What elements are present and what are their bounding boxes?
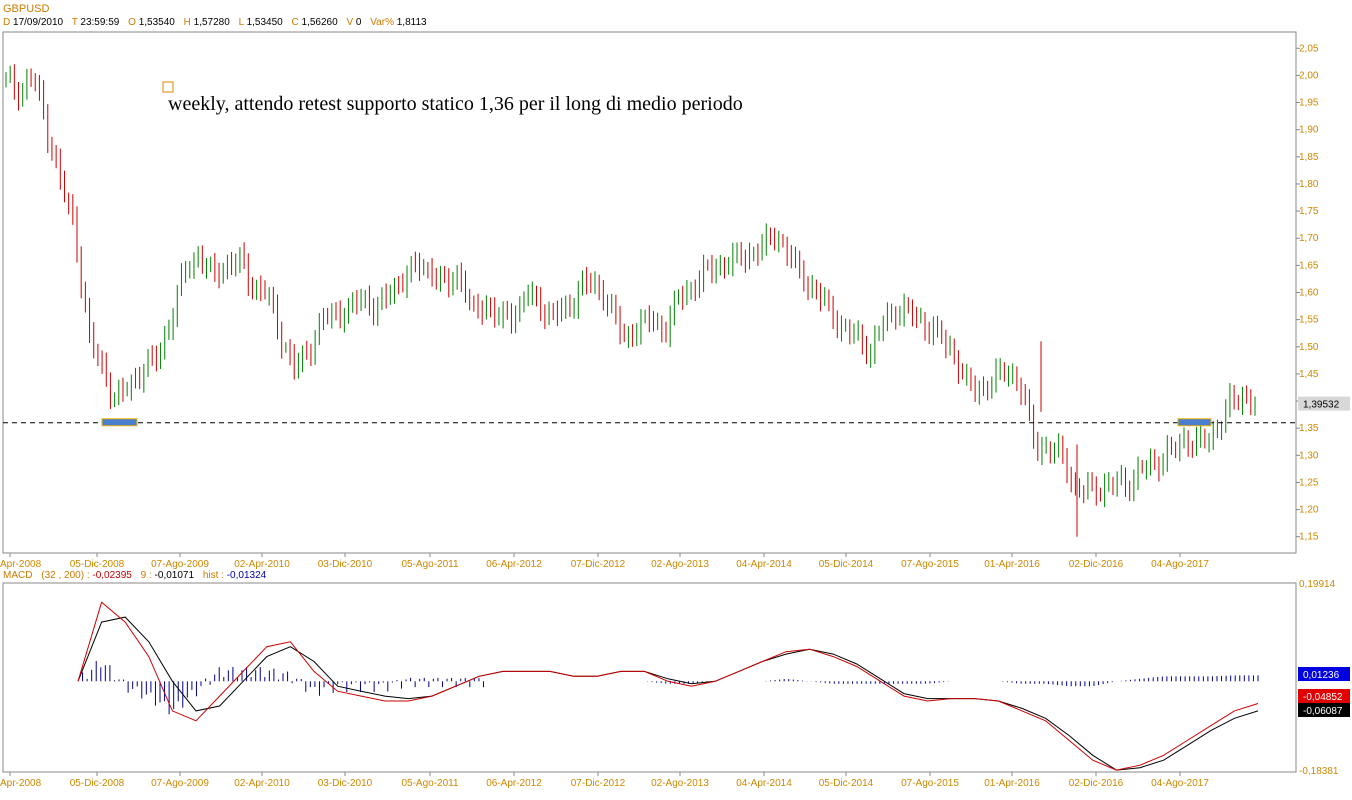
y-tick-label: 1,25 [1299,477,1319,488]
x-tick-label: 05-Dic-2008 [70,559,125,570]
y-tick-label: 1,30 [1299,450,1319,461]
x-tick-label: 03-Dic-2010 [318,778,373,789]
x-tick-label: 02-Dic-2016 [1069,559,1124,570]
y-tick-label: 2,05 [1299,43,1319,54]
macd-value-label: -0,04852 [1303,692,1343,703]
annotation-text: weekly, attendo retest supporto statico … [168,93,743,115]
y-tick-label: 1,90 [1299,125,1319,136]
x-tick-label: 04-Apr-2014 [736,559,792,570]
x-tick-label: Apr-2008 [0,778,42,789]
y-tick-label: 1,80 [1299,179,1319,190]
last-price-label: 1,39532 [1303,400,1340,411]
last-price-box [1298,396,1350,411]
annotation-marker [162,81,174,93]
y-tick-label: 1,35 [1299,423,1319,434]
x-tick-label: 07-Ago-2015 [901,778,959,789]
macd-readout: MACD (32 , 200) : -0,02395 9 : -0,01071 … [3,570,267,581]
x-tick-label: 04-Apr-2014 [736,778,792,789]
chart-title: GBPUSD [3,3,50,15]
x-tick-label: 05-Ago-2011 [401,778,459,789]
x-tick-label: 01-Apr-2016 [984,559,1040,570]
ohlc-readout: D 17/09/2010 T 23:59:59 O 1,53540 H 1,57… [3,17,427,28]
y-tick-label: 1,45 [1299,369,1319,380]
y-tick-label: 1,50 [1299,342,1319,353]
y-tick-label: 1,70 [1299,233,1319,244]
x-tick-label: 07-Ago-2009 [151,559,209,570]
x-tick-label: 01-Apr-2016 [984,778,1040,789]
x-tick-label: Apr-2008 [0,559,42,570]
y-tick-label: 1,55 [1299,315,1319,326]
x-tick-label: 05-Dic-2014 [819,559,874,570]
x-tick-label: 02-Apr-2010 [234,559,290,570]
x-tick-label: 05-Dic-2014 [819,778,874,789]
x-tick-label: 02-Ago-2013 [651,778,709,789]
signal-line [77,616,1259,771]
y-tick-label: 1,15 [1299,532,1319,543]
x-tick-label: 05-Dic-2008 [70,778,125,789]
x-tick-label: 05-Ago-2011 [401,559,459,570]
y-tick-label: 1,65 [1299,260,1319,271]
x-tick-label: 04-Ago-2017 [1151,778,1209,789]
y-tick-label: 1,85 [1299,152,1319,163]
x-tick-label: 06-Apr-2012 [486,559,542,570]
x-tick-label: 03-Dic-2010 [318,559,373,570]
x-tick-label: 06-Apr-2012 [486,778,542,789]
macd-axis-bottom: -0,18381 [1299,766,1339,777]
y-tick-label: 1,95 [1299,98,1319,109]
macd-value-box [1298,689,1350,703]
y-tick-label: 2,00 [1299,70,1319,81]
y-tick-label: 1,60 [1299,288,1319,299]
x-tick-label: 04-Ago-2017 [1151,559,1209,570]
x-tick-label: 07-Ago-2009 [151,778,209,789]
signal-value-label: -0,06087 [1303,706,1343,717]
x-tick-label: 02-Dic-2016 [1069,778,1124,789]
support-zone-2 [1177,418,1212,427]
x-tick-label: 07-Ago-2015 [901,559,959,570]
macd-line [77,601,1259,771]
macd-histogram [82,660,1259,715]
x-tick-label: 02-Ago-2013 [651,559,709,570]
signal-value-box [1298,703,1350,717]
price-candles [5,64,1256,508]
hist-value-box [1298,667,1350,681]
y-tick-label: 1,20 [1299,505,1319,516]
x-tick-label: 02-Apr-2010 [234,778,290,789]
macd-panel-frame [2,582,1297,773]
y-tick-label: 1,75 [1299,206,1319,217]
x-tick-label: 07-Dic-2012 [571,559,626,570]
x-tick-label: 07-Dic-2012 [571,778,626,789]
macd-axis-top: 0,19914 [1299,579,1336,590]
support-zone-1 [101,418,138,427]
hist-value-label: 0,01236 [1303,670,1340,681]
